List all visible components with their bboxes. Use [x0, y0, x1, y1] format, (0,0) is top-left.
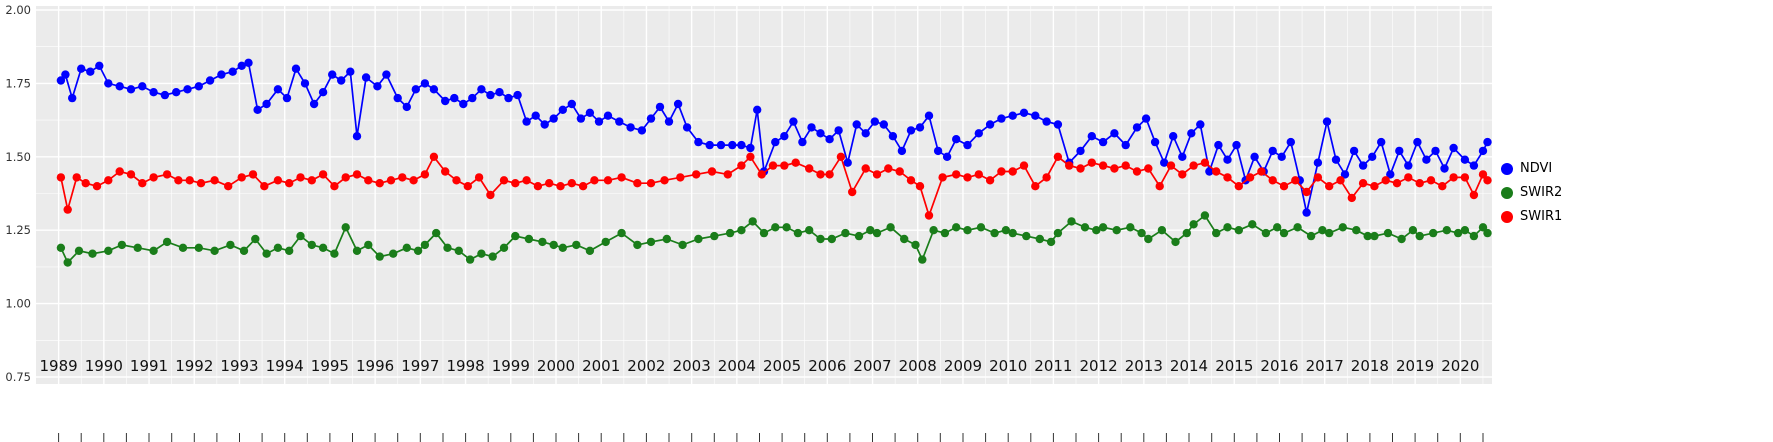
grid-major [36, 6, 1492, 384]
legend-item-swir1: SWIR1 [1501, 209, 1562, 224]
svg-text:1991: 1991 [130, 357, 168, 375]
x-axis-labels: 1989 1990 1991 1992 1993 1994 1995 1996 1997 1998… [40, 357, 1480, 375]
svg-text:2015: 2015 [1215, 357, 1253, 375]
svg-text:1990: 1990 [85, 357, 123, 375]
legend-item-swir2: SWIR2 [1501, 185, 1562, 200]
svg-text:2013: 2013 [1125, 357, 1163, 375]
legend-marker-ndvi [1501, 162, 1513, 175]
svg-text:1997: 1997 [401, 357, 439, 375]
svg-text:2010: 2010 [989, 357, 1027, 375]
series-swir2-points [56, 211, 1492, 267]
svg-text:1989: 1989 [40, 357, 78, 375]
svg-text:1994: 1994 [266, 357, 304, 375]
y-axis-labels: 0.75 1.00 1.25 1.50 1.75 2.00 [5, 3, 31, 384]
svg-text:2.00: 2.00 [5, 3, 31, 17]
legend-label-swir1: SWIR1 [1520, 209, 1563, 224]
svg-text:2008: 2008 [899, 357, 937, 375]
svg-text:1993: 1993 [220, 357, 258, 375]
svg-text:2020: 2020 [1441, 357, 1479, 375]
svg-text:1992: 1992 [175, 357, 213, 375]
svg-text:2009: 2009 [944, 357, 982, 375]
svg-text:2019: 2019 [1396, 357, 1434, 375]
svg-text:1999: 1999 [492, 357, 530, 375]
svg-text:2011: 2011 [1034, 357, 1072, 375]
series-swir1 [56, 152, 1492, 220]
legend-label-ndvi: NDVI [1520, 161, 1553, 176]
svg-text:2017: 2017 [1306, 357, 1344, 375]
legend-marker-swir2 [1501, 186, 1513, 199]
svg-text:2006: 2006 [808, 357, 846, 375]
svg-text:1.75: 1.75 [5, 76, 31, 90]
svg-text:1996: 1996 [356, 357, 394, 375]
svg-text:2016: 2016 [1260, 357, 1298, 375]
svg-text:2001: 2001 [582, 357, 620, 375]
svg-text:0.75: 0.75 [5, 370, 31, 384]
chart-legend: NDVI SWIR2 SWIR1 [1501, 161, 1562, 224]
plot-panel [36, 6, 1492, 384]
series-ndvi [56, 58, 1492, 217]
svg-text:2000: 2000 [537, 357, 575, 375]
series-swir1-points [56, 152, 1492, 220]
svg-text:1998: 1998 [447, 357, 485, 375]
series-swir2 [56, 211, 1492, 267]
legend-item-ndvi: NDVI [1501, 161, 1562, 176]
svg-text:2004: 2004 [718, 357, 756, 375]
legend-label-swir2: SWIR2 [1520, 185, 1563, 200]
svg-text:2003: 2003 [673, 357, 711, 375]
x-axis-ticks [58, 433, 1484, 442]
grid-minor [36, 6, 1492, 384]
svg-text:1.50: 1.50 [5, 150, 31, 164]
svg-text:1995: 1995 [311, 357, 349, 375]
svg-text:2005: 2005 [763, 357, 801, 375]
series-ndvi-points [56, 58, 1492, 217]
svg-text:2012: 2012 [1080, 357, 1118, 375]
legend-marker-swir1 [1501, 210, 1513, 223]
svg-text:2018: 2018 [1351, 357, 1389, 375]
svg-text:2014: 2014 [1170, 357, 1208, 375]
svg-text:2002: 2002 [627, 357, 665, 375]
svg-text:1.00: 1.00 [5, 297, 31, 311]
svg-text:2007: 2007 [853, 357, 891, 375]
svg-text:1.25: 1.25 [5, 223, 31, 237]
